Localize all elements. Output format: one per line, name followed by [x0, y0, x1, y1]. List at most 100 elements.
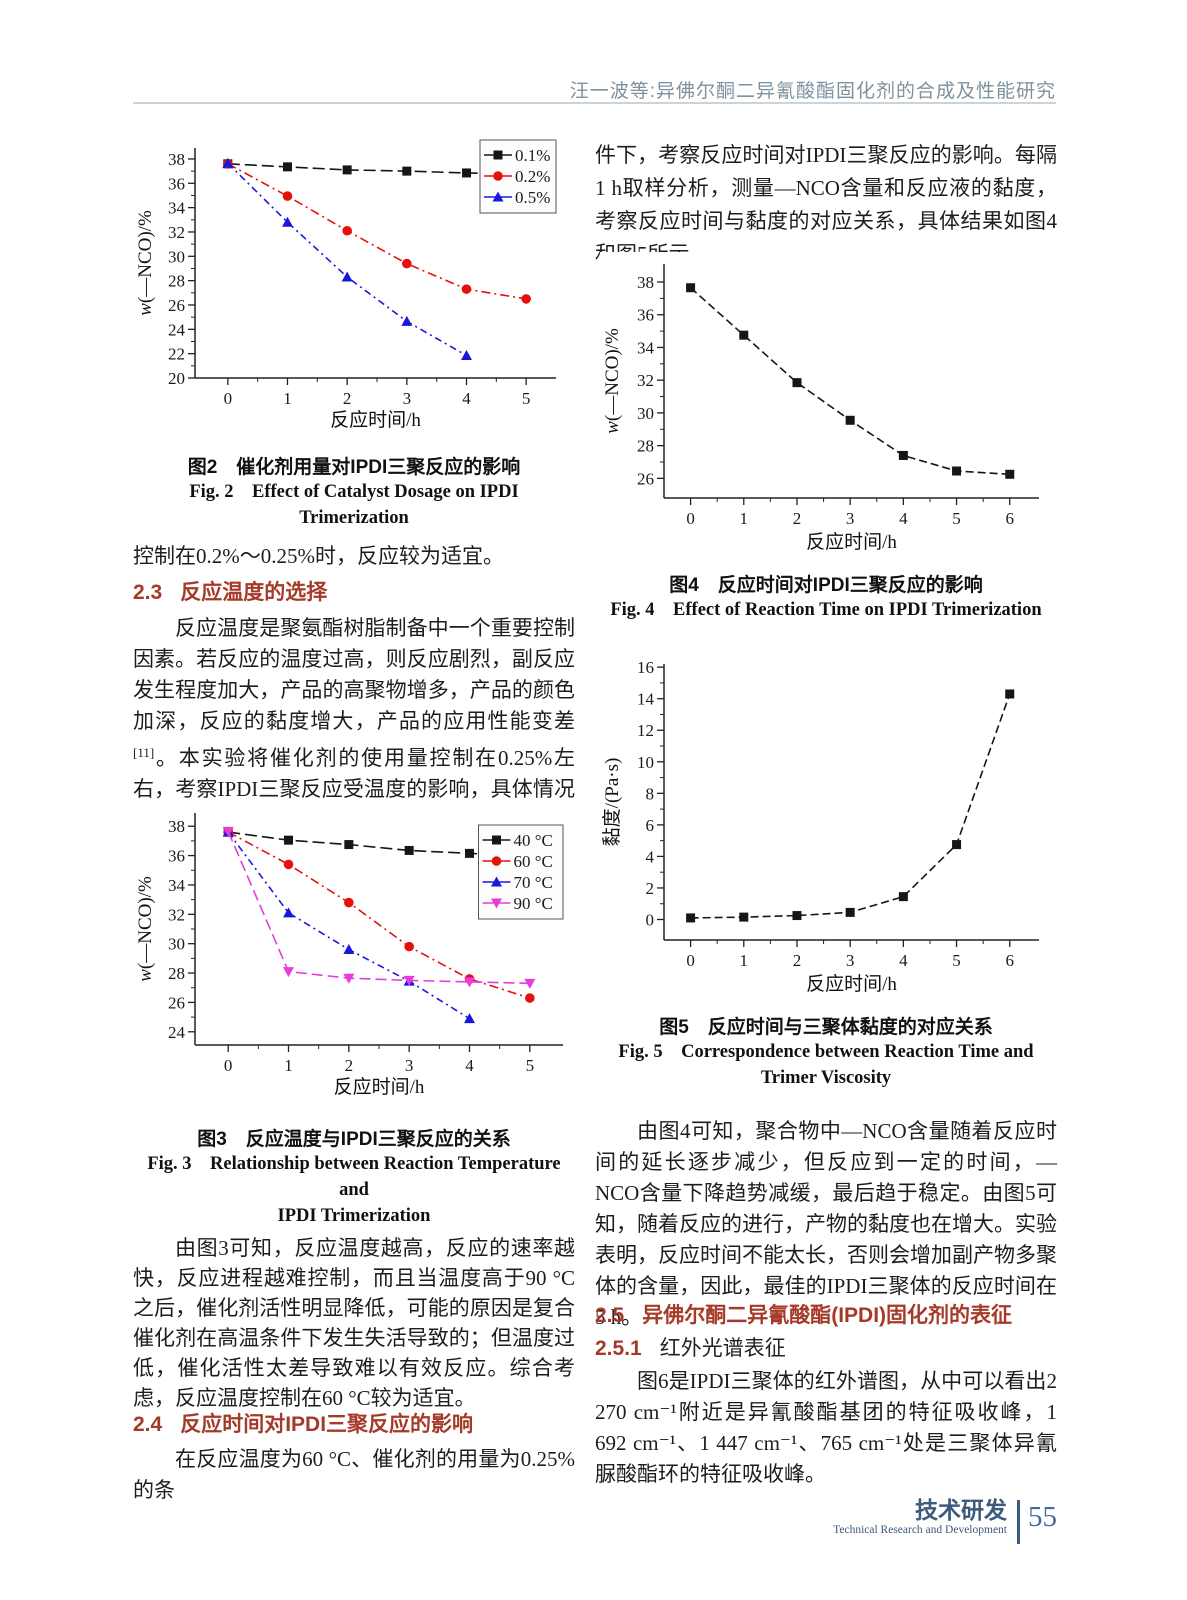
- fig3-caption-en-line2: IPDI Trimerization: [277, 1206, 431, 1226]
- footer-section-cn: 技术研发: [915, 1497, 1007, 1523]
- svg-text:40 °C: 40 °C: [514, 831, 553, 850]
- paragraph-right-top: 件下，考察反应时间对IPDI三聚反应的影响。每隔1 h取样分析，测量—NCO含量…: [595, 143, 1057, 266]
- svg-text:38: 38: [168, 817, 185, 836]
- svg-text:70 °C: 70 °C: [514, 873, 553, 892]
- fig3-caption-cn: 图3 反应温度与IPDI三聚反应的关系: [197, 1129, 511, 1150]
- fig2-caption-en: Fig. 2 Effect of Catalyst Dosage on IPDI…: [189, 482, 519, 528]
- svg-text:32: 32: [168, 223, 185, 242]
- footer-section-labels: 技术研发 Technical Research and Development: [833, 1498, 1007, 1538]
- svg-text:2: 2: [345, 1056, 354, 1075]
- section-2-5-1-heading: 2.5.1 红外光谱表征: [595, 1336, 1057, 1361]
- paragraph-2-4-lead: 在反应温度为60 °C、催化剂的用量为0.25%的条: [133, 1447, 575, 1502]
- section-2-5-1-title: 红外光谱表征: [659, 1336, 786, 1360]
- svg-text:36: 36: [168, 174, 185, 193]
- header-divider: [133, 102, 1056, 104]
- svg-text:20: 20: [168, 369, 185, 388]
- footer-section-en: Technical Research and Development: [833, 1524, 1007, 1536]
- svg-text:0: 0: [686, 509, 695, 528]
- svg-text:6: 6: [1005, 951, 1014, 970]
- svg-text:6: 6: [646, 816, 655, 835]
- svg-text:16: 16: [637, 658, 654, 677]
- section-2-3-number: 2.3: [133, 581, 163, 604]
- svg-text:10: 10: [637, 753, 654, 772]
- svg-text:1: 1: [740, 509, 749, 528]
- svg-text:w(—NCO)/%: w(—NCO)/%: [602, 328, 623, 434]
- svg-text:36: 36: [637, 306, 654, 325]
- svg-text:38: 38: [637, 273, 654, 292]
- svg-text:8: 8: [646, 784, 655, 803]
- svg-text:反应时间/h: 反应时间/h: [334, 1076, 425, 1098]
- section-2-5-heading: 2.5 异佛尔酮二异氰酸酯(IPDI)固化剂的表征: [595, 1304, 1057, 1328]
- svg-text:5: 5: [526, 1056, 535, 1075]
- svg-text:30: 30: [168, 935, 185, 954]
- svg-text:90 °C: 90 °C: [514, 894, 553, 913]
- paragraph-fig4-fig5-discussion: 由图4可知，聚合物中—NCO含量随着反应时间的延长逐步减少，但反应到一定的时间，…: [595, 1119, 1057, 1329]
- section-2-4-title: 反应时间对IPDI三聚反应的影响: [180, 1413, 474, 1436]
- fig3-caption-en-line1: Fig. 3 Relationship between Reaction Tem…: [147, 1154, 561, 1200]
- fig4-caption-cn: 图4 反应时间对IPDI三聚反应的影响: [669, 575, 983, 596]
- svg-text:34: 34: [637, 338, 655, 357]
- svg-text:32: 32: [637, 371, 654, 390]
- svg-text:反应时间/h: 反应时间/h: [330, 409, 421, 431]
- paragraph-2-3-text-cont: 。本实验将催化剂的使用量控制在0.25%左右，考察IPDI三聚反应受温度的影响，…: [133, 746, 575, 832]
- svg-text:4: 4: [899, 509, 908, 528]
- svg-text:0.1%: 0.1%: [515, 146, 550, 165]
- svg-text:3: 3: [846, 509, 855, 528]
- paragraph-2-4-intro: 由图3可知，反应温度越高，反应的速率越快，反应进程越难控制，而且当温度高于90 …: [133, 1236, 575, 1410]
- svg-text:4: 4: [462, 389, 471, 408]
- svg-text:26: 26: [168, 296, 185, 315]
- svg-text:2: 2: [646, 879, 655, 898]
- section-2-5-number: 2.5: [595, 1304, 625, 1327]
- svg-text:30: 30: [637, 404, 654, 423]
- svg-text:34: 34: [168, 876, 186, 895]
- running-title: 汪一波等:异佛尔酮二异氰酸酯固化剂的合成及性能研究: [569, 81, 1056, 102]
- svg-text:2: 2: [793, 951, 802, 970]
- svg-text:26: 26: [168, 993, 185, 1012]
- svg-text:0: 0: [646, 910, 655, 929]
- svg-text:3: 3: [403, 389, 412, 408]
- citation-11: [11]: [133, 745, 155, 760]
- svg-text:28: 28: [168, 964, 185, 983]
- svg-text:34: 34: [168, 199, 186, 218]
- svg-text:24: 24: [168, 320, 186, 339]
- section-2-4-heading: 2.4 反应时间对IPDI三聚反应的影响: [133, 1413, 575, 1437]
- svg-text:3: 3: [846, 951, 855, 970]
- svg-text:60 °C: 60 °C: [514, 852, 553, 871]
- fig5-caption-cn: 图5 反应时间与三聚体黏度的对应关系: [659, 1017, 993, 1038]
- paragraph-2-5-1: 图6是IPDI三聚体的红外谱图，从中可以看出2 270 cm⁻¹附近是异氰酸酯基…: [595, 1369, 1057, 1486]
- svg-text:6: 6: [1005, 509, 1014, 528]
- fig5-caption-en-line1: Fig. 5 Correspondence between Reaction T…: [618, 1042, 1034, 1062]
- svg-text:反应时间/h: 反应时间/h: [806, 531, 897, 553]
- fig2-caption-cn: 图2 催化剂用量对IPDI三聚反应的影响: [187, 457, 521, 478]
- svg-text:26: 26: [637, 469, 654, 488]
- fig2-chart: 20 22 24 26 28 30 32 34 36 38 0 1 2 3 4 5 反应时间/h w(—NCO)/…: [133, 138, 568, 438]
- fig3-caption-en: Fig. 3 Relationship between Reaction Tem…: [133, 1151, 575, 1229]
- svg-text:黏度/(Pa·s): 黏度/(Pa·s): [601, 758, 623, 847]
- svg-text:1: 1: [284, 1056, 293, 1075]
- svg-text:5: 5: [522, 389, 531, 408]
- paragraph-2-3: 反应温度是聚氨酯树脂制备中一个重要控制因素。若反应的温度过高，则反应剧烈，副反应…: [133, 613, 575, 836]
- page-footer: 技术研发 Technical Research and Development …: [595, 1498, 1057, 1544]
- fig5-chart: 0 2 4 6 8 10 12 14 16 0 1 2 3 4 5 6 反应时间/h 黏度/(Pa·s): [600, 652, 1055, 1002]
- svg-text:2: 2: [793, 509, 802, 528]
- svg-text:28: 28: [168, 272, 185, 291]
- svg-text:0: 0: [686, 951, 695, 970]
- svg-text:w(—NCO)/%: w(—NCO)/%: [135, 210, 156, 316]
- svg-text:22: 22: [168, 345, 185, 364]
- svg-text:1: 1: [283, 389, 292, 408]
- svg-text:12: 12: [637, 721, 654, 740]
- svg-text:4: 4: [646, 847, 655, 866]
- svg-text:5: 5: [952, 951, 961, 970]
- svg-text:3: 3: [405, 1056, 414, 1075]
- fig4-caption-en: Fig. 4 Effect of Reaction Time on IPDI T…: [610, 600, 1042, 620]
- svg-text:4: 4: [899, 951, 908, 970]
- section-2-3-heading: 2.3 反应温度的选择: [133, 581, 575, 605]
- section-2-4-number: 2.4: [133, 1413, 163, 1436]
- svg-text:30: 30: [168, 247, 185, 266]
- fig3-chart: 24 26 28 30 32 34 36 38 0 1 2 3 4 5 反应时间/h w(—NCO)/% 40 …: [133, 803, 573, 1105]
- paragraph-2-3-text: 反应温度是聚氨酯树脂制备中一个重要控制因素。若反应的温度过高，则反应剧烈，副反应…: [133, 616, 575, 733]
- svg-text:0: 0: [224, 389, 233, 408]
- fig5-caption-en-line2: Trimer Viscosity: [760, 1068, 892, 1088]
- svg-text:38: 38: [168, 150, 185, 169]
- svg-text:36: 36: [168, 847, 185, 866]
